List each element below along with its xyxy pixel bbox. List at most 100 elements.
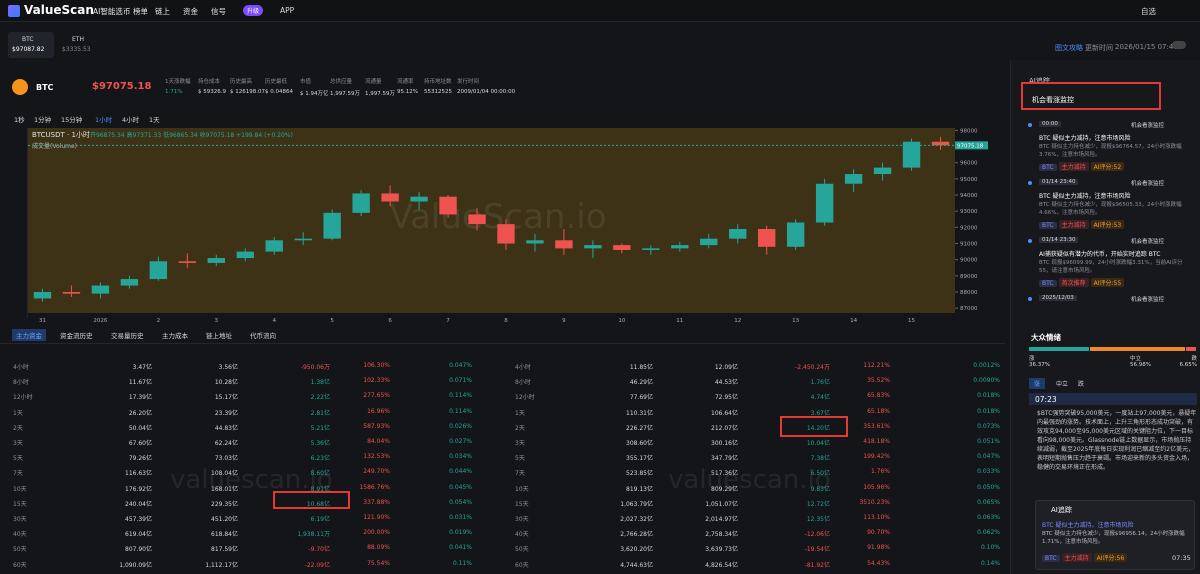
table-cell: 5天 bbox=[515, 453, 525, 462]
candle-body bbox=[932, 142, 949, 146]
table-cell: 2.22亿 bbox=[311, 392, 330, 401]
bottom-tab[interactable]: 交易量历史 bbox=[107, 329, 148, 341]
upgrade-badge[interactable]: 升级 bbox=[243, 5, 263, 16]
sentiment-tabs: 涨中立跌 bbox=[1029, 376, 1197, 390]
table-cell: 3.47亿 bbox=[133, 362, 152, 371]
nav-item[interactable]: 资金 bbox=[183, 6, 198, 17]
table-cell: 6.19亿 bbox=[311, 514, 330, 523]
table-cell: 619.04亿 bbox=[125, 529, 152, 538]
candle-body bbox=[613, 245, 630, 250]
timeframe[interactable]: 4小时 bbox=[122, 114, 139, 124]
feed-tag-chip[interactable]: 主力减持 bbox=[1059, 162, 1089, 171]
sentiment-name: 跌 bbox=[1191, 354, 1197, 362]
popup-time: 07:35 bbox=[1172, 554, 1191, 562]
feed-tag-chip[interactable]: BTC bbox=[1039, 222, 1057, 229]
table-cell: 355.17亿 bbox=[626, 453, 653, 462]
stat-label: 流通量 bbox=[365, 77, 382, 85]
y-tick-label: 91000 bbox=[960, 242, 978, 248]
table-cell: 44.83亿 bbox=[215, 423, 238, 432]
popup-title: AI追踪 bbox=[1051, 505, 1072, 515]
popup-headline: BTC 疑似主力减持，注意市场风险 bbox=[1042, 520, 1134, 529]
y-tick-label: 93000 bbox=[960, 209, 978, 215]
feed-title: BTC 疑似主力减持，注意市场风险 bbox=[1039, 191, 1131, 200]
table-cell: 88.09% bbox=[367, 544, 390, 551]
table-cell: 1.76% bbox=[871, 468, 890, 475]
ticker-symbol: ETH bbox=[72, 36, 84, 43]
app-link[interactable]: APP bbox=[280, 6, 294, 15]
timeframe[interactable]: 15分钟 bbox=[61, 114, 82, 124]
table-cell: 0.114% bbox=[449, 392, 472, 399]
x-tick-label: 11 bbox=[676, 318, 683, 324]
popup-tag[interactable]: BTC bbox=[1042, 555, 1060, 562]
table-cell: 0.026% bbox=[449, 423, 472, 430]
timeframe[interactable]: 1分钟 bbox=[34, 114, 51, 124]
candle-body bbox=[410, 197, 427, 202]
table-cell: 106.30% bbox=[363, 362, 390, 369]
logo[interactable]: ValueScan bbox=[24, 3, 94, 17]
bottom-tab[interactable]: 代币流向 bbox=[246, 329, 280, 341]
table-cell: 12.72亿 bbox=[807, 499, 830, 508]
feed-tag-chip[interactable]: 主力减持 bbox=[1059, 220, 1089, 229]
timeframe[interactable]: 1天 bbox=[149, 114, 160, 124]
bottom-tab[interactable]: 主力成本 bbox=[158, 329, 192, 341]
news-time: 07:23 bbox=[1035, 395, 1057, 404]
table-cell: 2,027.32亿 bbox=[620, 514, 653, 523]
sentiment-tab[interactable]: 涨 bbox=[1029, 378, 1045, 389]
stat-label: 发行时间 bbox=[457, 77, 479, 85]
sentiment-name: 涨 bbox=[1029, 354, 1035, 362]
coin-symbol: BTC bbox=[36, 83, 53, 92]
table-cell: 240.04亿 bbox=[125, 499, 152, 508]
table-cell: -81.92亿 bbox=[805, 560, 830, 569]
feed-tag: 机会看涨监控 bbox=[1131, 121, 1164, 129]
feed-dot bbox=[1028, 123, 1032, 127]
table-cell: 132.53% bbox=[363, 453, 390, 460]
feed-tag-chip[interactable]: AI评分:52 bbox=[1091, 162, 1125, 171]
feed-tag-chip[interactable]: AI评分:55 bbox=[1091, 278, 1125, 287]
guide-link[interactable]: 图文攻略 bbox=[1055, 43, 1083, 53]
table-cell: 5.21亿 bbox=[311, 423, 330, 432]
table-cell: 308.60亿 bbox=[626, 438, 653, 447]
candle-body bbox=[237, 252, 254, 258]
bottom-tab[interactable]: 主力资金 bbox=[12, 329, 46, 341]
toggle[interactable] bbox=[1172, 41, 1186, 49]
nav-item[interactable]: 榜单 bbox=[133, 6, 148, 17]
table-cell: 50.04亿 bbox=[129, 423, 152, 432]
candle-body bbox=[816, 184, 833, 223]
candle-body bbox=[121, 279, 138, 285]
watchlist[interactable]: 自选 bbox=[1141, 6, 1156, 17]
stat-label: 历史最低 bbox=[265, 77, 287, 85]
sentiment-tab[interactable]: 中立 bbox=[1051, 378, 1073, 389]
table-cell: 8小时 bbox=[515, 377, 531, 386]
filter-select[interactable]: 机会看涨监控 bbox=[1032, 95, 1074, 105]
feed-tag-chip[interactable]: BTC bbox=[1039, 164, 1057, 171]
nav-item[interactable]: 信号 bbox=[211, 6, 226, 17]
candle-body bbox=[179, 261, 196, 263]
bottom-tab[interactable]: 链上地址 bbox=[202, 329, 236, 341]
feed-tag-chip[interactable]: BTC bbox=[1039, 280, 1057, 287]
table-cell: 4小时 bbox=[515, 362, 531, 371]
table-cell: 10.28亿 bbox=[215, 377, 238, 386]
nav-item[interactable]: 链上 bbox=[155, 6, 170, 17]
table-cell: 199.42% bbox=[863, 453, 890, 460]
timeframe[interactable]: 1秒 bbox=[14, 114, 25, 124]
table-cell: 229.35亿 bbox=[211, 499, 238, 508]
table-cell: 11.67亿 bbox=[129, 377, 152, 386]
sentiment-title: 大众情绪 bbox=[1031, 332, 1061, 343]
table-cell: 113.10% bbox=[863, 514, 890, 521]
stat-label: 持币地址数 bbox=[424, 77, 452, 85]
feed-tag-chip[interactable]: AI评分:53 bbox=[1091, 220, 1125, 229]
bottom-tab[interactable]: 资金流历史 bbox=[56, 329, 97, 341]
table-cell: 46.29亿 bbox=[630, 377, 653, 386]
candle-body bbox=[439, 197, 456, 215]
timeframe[interactable]: 1小时 bbox=[95, 114, 112, 124]
table-cell: 110.31亿 bbox=[626, 408, 653, 417]
popup-tag[interactable]: AI评分:56 bbox=[1094, 553, 1128, 562]
feed-tag-chip[interactable]: 首次推荐 bbox=[1059, 278, 1089, 287]
feed-body: BTC 疑似主力持仓减少，现报$96505.33，24小时涨跌幅4.66%，注意… bbox=[1039, 201, 1189, 217]
update-time: 2026/01/15 07:40 bbox=[1115, 43, 1178, 51]
table-cell: 75.54% bbox=[367, 560, 390, 567]
table-cell: 300.16亿 bbox=[711, 438, 738, 447]
sentiment-tab[interactable]: 跌 bbox=[1073, 378, 1089, 389]
nav-item[interactable]: AI智能选币 bbox=[93, 6, 130, 17]
popup-tag[interactable]: 主力减持 bbox=[1062, 553, 1092, 562]
